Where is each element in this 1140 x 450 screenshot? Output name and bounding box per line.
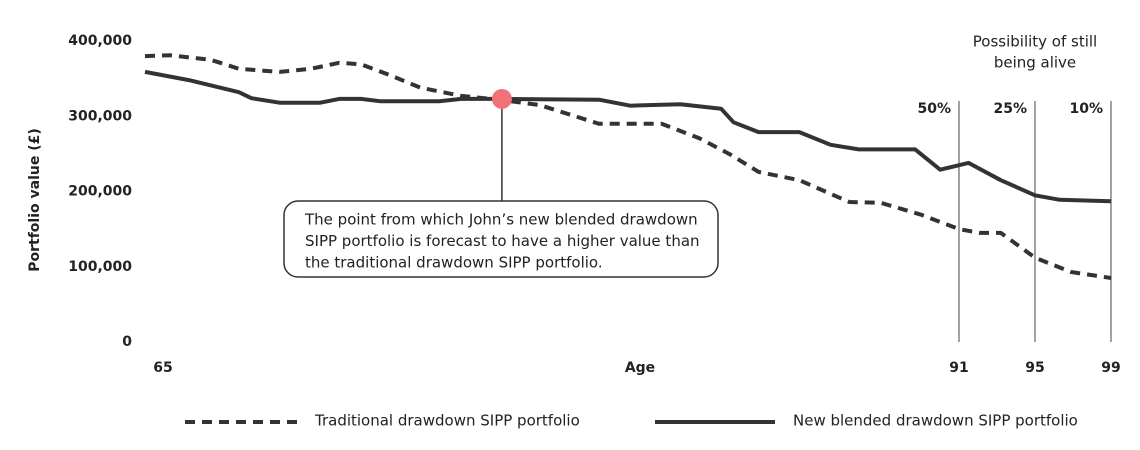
callout-text: The point from which John’s new blended … <box>304 211 698 229</box>
x-tick-label: 99 <box>1101 360 1120 376</box>
survival-title: being alive <box>994 54 1076 72</box>
crossover-point <box>491 88 512 109</box>
callout-text: SIPP portfolio is forecast to have a hig… <box>305 232 700 250</box>
x-tick-label: 65 <box>153 360 172 376</box>
series-line <box>144 69 1112 204</box>
x-tick-label: 95 <box>1025 360 1044 376</box>
y-tick-label: 400,000 <box>68 33 132 49</box>
series-line <box>144 53 1112 280</box>
x-tick-label: 91 <box>949 360 968 376</box>
survival-label: 25% <box>993 101 1027 117</box>
y-tick-label: 0 <box>122 334 132 350</box>
legend-label: Traditional drawdown SIPP portfolio <box>314 412 580 430</box>
y-tick-label: 300,000 <box>68 108 132 124</box>
legend-label: New blended drawdown SIPP portfolio <box>793 412 1078 430</box>
y-axis-label: Portfolio value (£) <box>27 128 43 272</box>
callout-text: the traditional drawdown SIPP portfolio. <box>305 254 603 272</box>
survival-label: 50% <box>917 101 951 117</box>
callout-box <box>283 200 719 278</box>
survival-label: 10% <box>1069 101 1103 117</box>
y-tick-label: 200,000 <box>68 184 132 200</box>
y-tick-label: 100,000 <box>68 259 132 275</box>
x-axis-label: Age <box>625 360 655 376</box>
survival-title: Possibility of still <box>973 33 1097 51</box>
